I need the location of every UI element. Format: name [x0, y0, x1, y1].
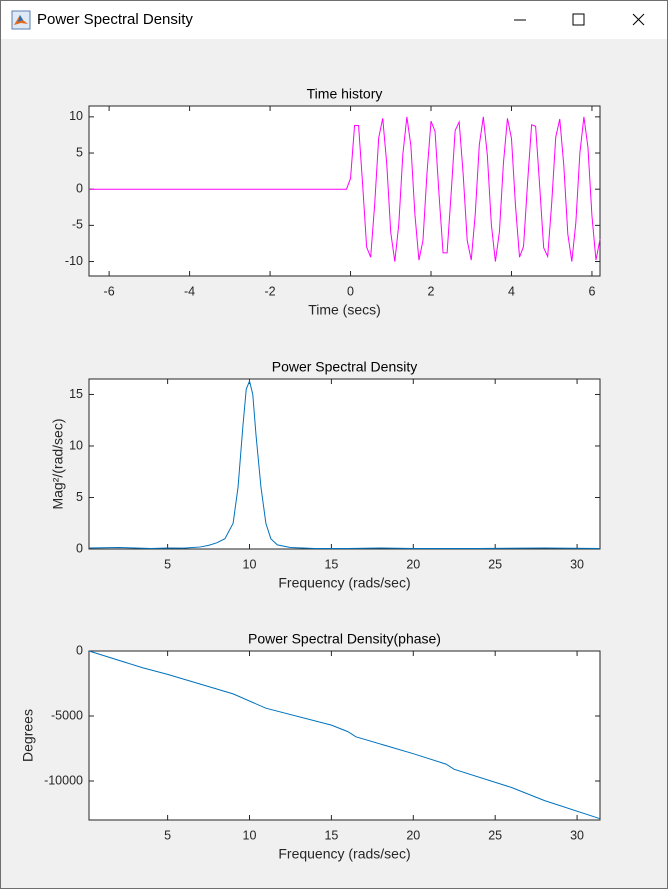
x-tick-label: -4: [184, 284, 195, 298]
x-tick-label: 20: [406, 828, 420, 842]
x-tick-label: -6: [104, 284, 115, 298]
window-title: Power Spectral Density: [37, 11, 193, 28]
x-tick-label: 15: [324, 828, 338, 842]
data-line: [88, 379, 601, 549]
data-line: [88, 650, 601, 820]
x-tick-label: 2: [428, 284, 435, 298]
plot-area: [88, 105, 601, 277]
plot-area: [88, 650, 601, 821]
x-tick-label: 25: [488, 557, 502, 571]
close-button[interactable]: [632, 13, 645, 26]
y-tick-label: 10: [69, 438, 83, 452]
y-tick-label: 0: [76, 181, 83, 195]
x-tick-label: 10: [243, 557, 257, 571]
x-tick-label: 30: [570, 557, 584, 571]
y-tick-label: 15: [69, 387, 83, 401]
chart-title: Power Spectral Density: [272, 359, 418, 375]
chart-title: Time history: [307, 86, 383, 102]
y-tick-label: -5: [72, 218, 83, 232]
plot-area: [88, 378, 601, 550]
x-tick-label: 25: [488, 828, 502, 842]
app-icon: [11, 10, 31, 30]
x-axis-label: Frequency (rads/sec): [278, 575, 410, 591]
y-axis-label: Mag²/(rad/sec): [50, 418, 66, 509]
x-tick-label: 30: [570, 828, 584, 842]
x-tick-label: 10: [243, 828, 257, 842]
y-axis-label: Degrees: [20, 709, 36, 762]
x-tick-label: 5: [164, 557, 171, 571]
x-axis-label: Time (secs): [308, 302, 381, 318]
x-tick-label: 6: [588, 284, 595, 298]
x-tick-label: 5: [164, 828, 171, 842]
chart-title: Power Spectral Density(phase): [248, 631, 441, 647]
y-tick-label: -5000: [51, 708, 83, 722]
y-tick-label: 0: [76, 541, 83, 555]
maximize-button[interactable]: [572, 13, 585, 26]
y-tick-label: 5: [76, 490, 83, 504]
x-tick-label: 0: [347, 284, 354, 298]
y-tick-label: -10: [65, 254, 83, 268]
window-controls: [514, 13, 645, 26]
figure: -6 -4 -2 0 2 4 6 -10 -5 0 5 10 Time history Time (sec…: [20, 86, 601, 862]
x-tick-label: 4: [508, 284, 515, 298]
x-axis-label: Frequency (rads/sec): [278, 846, 410, 862]
y-tick-label: -10000: [44, 773, 83, 787]
x-tick-label: 20: [406, 557, 420, 571]
data-line: [89, 116, 601, 262]
x-tick-label: 15: [324, 557, 338, 571]
y-tick-label: 5: [76, 145, 83, 159]
y-tick-label: 10: [69, 109, 83, 123]
x-tick-label: -2: [265, 284, 276, 298]
y-tick-label: 0: [76, 643, 83, 657]
title-bar: Power Spectral Density: [1, 1, 667, 39]
